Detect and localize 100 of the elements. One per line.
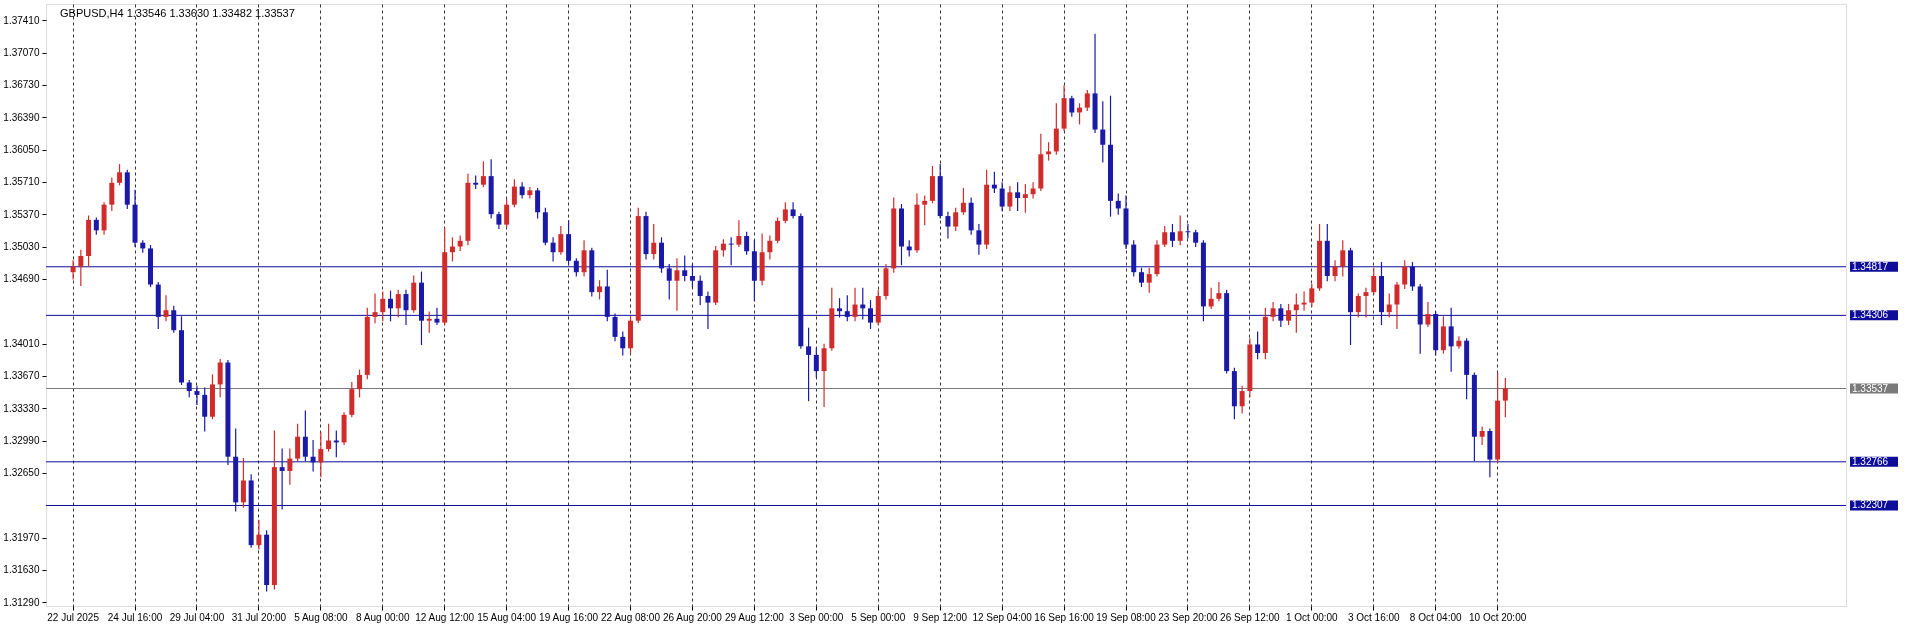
candlestick — [651, 224, 657, 260]
candlestick — [581, 240, 587, 277]
candlestick — [295, 423, 301, 462]
candlestick — [1448, 307, 1454, 372]
candlestick — [736, 220, 742, 248]
candlestick — [728, 237, 734, 266]
candlestick — [194, 385, 200, 405]
candlestick — [279, 448, 285, 510]
candlestick — [837, 298, 843, 318]
candlestick — [705, 291, 711, 329]
y-tick-label: 1.37070 — [3, 47, 40, 58]
candlestick — [434, 307, 440, 326]
candlestick — [697, 275, 703, 306]
candlestick — [1100, 101, 1106, 163]
x-tick-label: 5 Aug 08:00 — [294, 611, 348, 623]
candlestick — [597, 280, 603, 300]
candlestick — [519, 182, 525, 199]
candlestick — [1425, 302, 1431, 327]
x-tick-label: 29 Aug 12:00 — [724, 611, 785, 623]
candlestick — [1309, 283, 1315, 308]
candlestick — [1084, 89, 1090, 112]
candlestick — [1162, 225, 1168, 248]
y-tick-label: 1.33330 — [3, 402, 40, 414]
candlestick — [1177, 215, 1183, 246]
candlestick — [1185, 224, 1191, 239]
candlestick — [682, 255, 688, 282]
x-tick-label: 10 Oct 20:00 — [1468, 611, 1527, 623]
y-tick-label: 1.32990 — [3, 435, 40, 447]
candlestick — [1332, 260, 1338, 282]
candlestick — [1371, 267, 1377, 295]
candlestick — [372, 293, 378, 324]
candlestick — [426, 311, 432, 333]
y-tick-label: 1.35370 — [3, 208, 40, 220]
x-tick-label: 31 Jul 20:00 — [231, 611, 287, 623]
candlestick — [403, 289, 409, 326]
candlestick — [202, 387, 208, 432]
candlestick — [813, 347, 819, 378]
candlestick — [240, 457, 246, 508]
y-tick-label: 1.37410 — [3, 14, 40, 26]
candlestick — [1022, 184, 1028, 213]
candlestick — [1138, 267, 1144, 288]
candlestick — [527, 186, 533, 199]
candlestick — [395, 289, 401, 318]
candlestick — [1301, 291, 1307, 311]
x-tick-label: 23 Sep 20:00 — [1158, 611, 1219, 623]
candlestick — [806, 327, 812, 402]
candlestick — [171, 305, 177, 333]
x-tick-label: 29 Jul 04:00 — [169, 611, 225, 623]
candlestick — [302, 410, 308, 462]
candlestick — [1146, 267, 1152, 293]
candlestick — [1440, 316, 1446, 354]
x-tick-label: 22 Jul 2025 — [47, 611, 100, 623]
candlestick — [504, 199, 510, 228]
x-tick-label: 24 Jul 16:00 — [107, 611, 163, 623]
candlestick — [1479, 426, 1485, 445]
candlestick — [388, 290, 394, 322]
candlestick — [1053, 103, 1059, 155]
y-tick-label: 1.35030 — [3, 241, 40, 253]
x-tick-label: 8 Oct 04:00 — [1409, 611, 1462, 623]
candlestick — [767, 235, 773, 260]
candlestick — [109, 177, 115, 211]
candlestick — [945, 211, 951, 239]
y-tick-label: 1.36050 — [3, 144, 40, 156]
candlestick — [666, 263, 672, 300]
candlestick — [844, 295, 850, 322]
chart-title: GBPUSD,H4 1.33546 1.33630 1.33482 1.33537 — [60, 7, 295, 19]
candlestick — [1169, 224, 1175, 248]
y-tick-label: 1.36390 — [3, 111, 40, 123]
candlestick — [976, 224, 982, 255]
candlestick — [744, 231, 750, 255]
ref-line-label: 1.34817 — [1852, 260, 1889, 272]
x-tick-label: 26 Aug 20:00 — [662, 611, 723, 623]
candlestick — [1208, 287, 1214, 309]
candlestick — [1386, 293, 1392, 318]
candlestick — [217, 359, 223, 398]
candlestick — [960, 187, 966, 215]
y-tick-label: 1.31630 — [3, 564, 40, 576]
candlestick — [1007, 186, 1013, 211]
x-tick-label: 12 Aug 12:00 — [415, 611, 475, 623]
candlestick — [357, 369, 363, 398]
candlestick — [775, 217, 781, 244]
x-tick-label: 19 Aug 16:00 — [539, 611, 599, 623]
x-tick-label: 3 Sep 00:00 — [789, 611, 844, 623]
candlestick — [1015, 182, 1021, 211]
candlestick — [1402, 260, 1408, 289]
candlestick — [689, 263, 695, 288]
candlestick — [1115, 193, 1121, 215]
candlestick — [318, 432, 324, 478]
candlestick — [163, 295, 169, 322]
x-tick-label: 19 Sep 08:00 — [1096, 611, 1157, 623]
candlestick — [1255, 331, 1261, 360]
y-tick-label: 1.31290 — [3, 596, 40, 608]
y-tick-label: 1.33670 — [3, 370, 40, 382]
y-tick-label: 1.34010 — [3, 338, 40, 350]
candlestick — [852, 287, 858, 322]
candlestick — [480, 161, 486, 188]
candlestick — [535, 187, 541, 219]
x-tick-label: 1 Oct 00:00 — [1285, 611, 1339, 623]
candlestick — [117, 164, 123, 186]
candlestick — [511, 179, 517, 208]
